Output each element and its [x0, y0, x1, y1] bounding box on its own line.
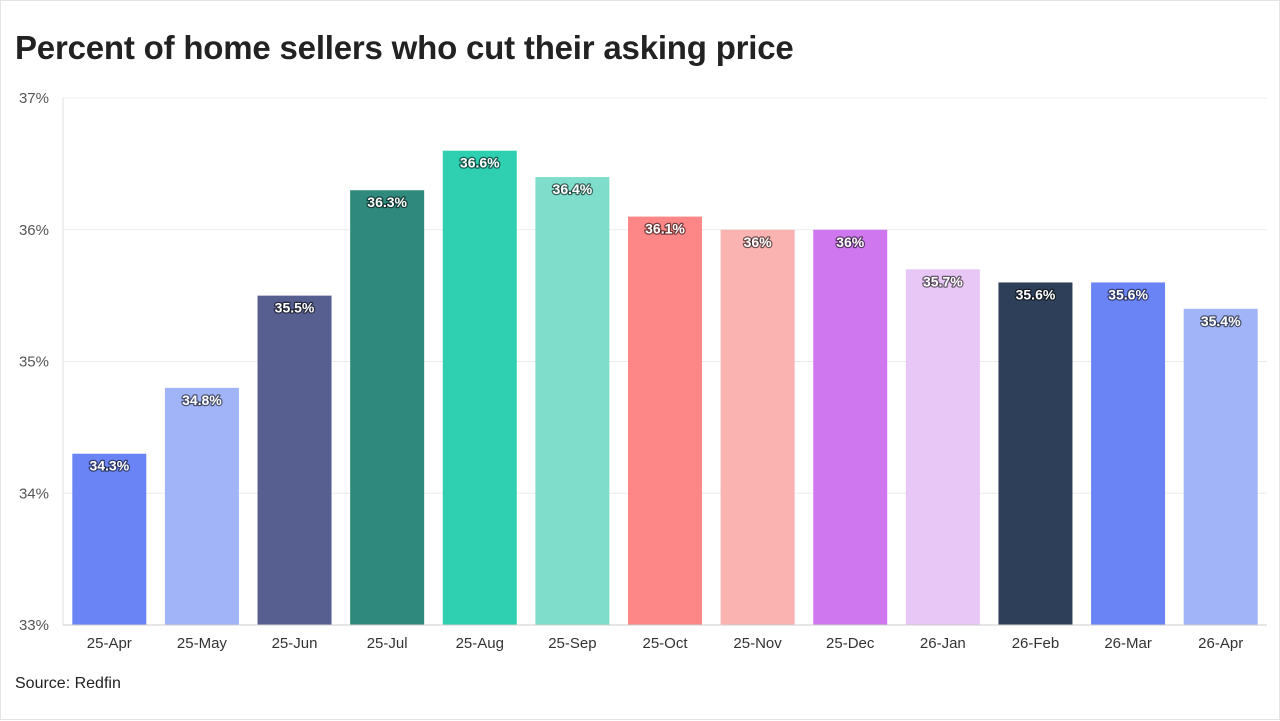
bar [350, 190, 425, 625]
x-tick-label: 25-Aug [456, 635, 504, 652]
data-label: 34.8% [182, 392, 222, 408]
x-tick-label: 26-Mar [1104, 635, 1152, 652]
bar [720, 229, 795, 625]
bar [813, 229, 888, 625]
x-tick-label: 25-Dec [826, 635, 875, 652]
data-label: 35.6% [1108, 286, 1148, 302]
source-note: Source: Redfin [15, 675, 121, 692]
y-tick-label: 35% [19, 354, 49, 371]
bar [442, 150, 517, 625]
data-label: 35.4% [1201, 313, 1241, 329]
data-label: 36.3% [367, 194, 407, 210]
data-label: 35.5% [275, 300, 315, 316]
x-tick-label: 25-Apr [87, 635, 132, 652]
data-label: 36% [836, 234, 865, 250]
bar [535, 177, 610, 626]
data-label: 36% [744, 234, 773, 250]
y-tick-label: 36% [19, 222, 49, 239]
data-label: 35.7% [923, 273, 963, 289]
bar [998, 282, 1073, 625]
x-tick-label: 26-Apr [1198, 635, 1243, 652]
x-tick-label: 25-Oct [642, 635, 688, 652]
bar [1183, 308, 1258, 625]
x-tick-label: 26-Jan [920, 635, 966, 652]
bar [1091, 282, 1166, 625]
data-label: 36.1% [645, 221, 685, 237]
data-label: 35.6% [1016, 286, 1056, 302]
bar [72, 453, 147, 625]
x-tick-label: 25-Jul [367, 635, 408, 652]
bar [628, 216, 702, 625]
x-tick-label: 26-Feb [1012, 635, 1060, 652]
bar [164, 387, 239, 625]
data-label: 36.4% [553, 181, 593, 197]
x-tick-label: 25-Sep [548, 635, 596, 652]
x-tick-label: 25-Nov [733, 635, 782, 652]
bar [257, 295, 332, 625]
data-label: 36.6% [460, 155, 500, 171]
data-label: 34.3% [89, 458, 129, 474]
chart-title: Percent of home sellers who cut their as… [15, 29, 794, 66]
x-tick-label: 25-Jun [272, 635, 318, 652]
x-tick-label: 25-May [177, 635, 228, 652]
y-tick-label: 37% [19, 90, 49, 107]
bar [905, 269, 980, 625]
y-tick-label: 33% [19, 617, 49, 634]
y-tick-label: 34% [19, 485, 49, 502]
